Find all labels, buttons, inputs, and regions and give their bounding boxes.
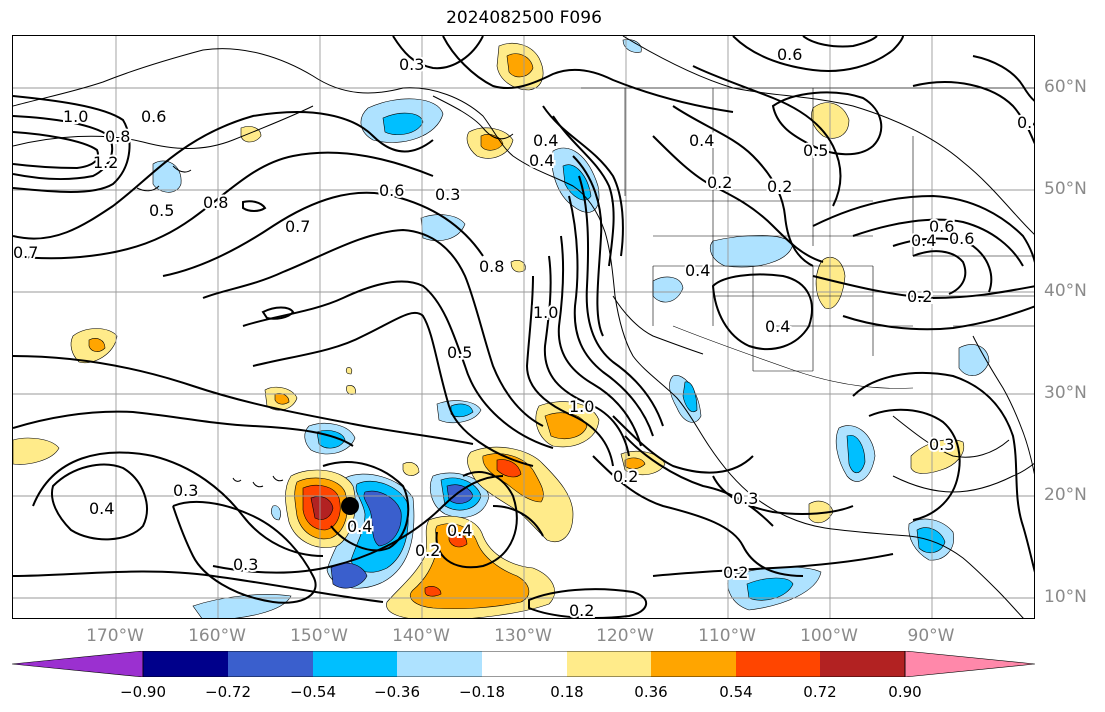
colorbar-tick: 0.72 xyxy=(803,683,837,701)
storm-center-marker xyxy=(341,497,359,515)
lat-label: 20°N xyxy=(1044,485,1087,505)
contour-label: 0.2 xyxy=(723,563,748,582)
contour-label: 0.8 xyxy=(105,127,130,146)
contour-label: 0.6 xyxy=(949,229,974,248)
colorbar-segment xyxy=(143,651,228,677)
contour-label: 0.4 xyxy=(1017,113,1035,132)
lon-label: 170°W xyxy=(86,626,144,646)
contour-label: 0.3 xyxy=(929,435,954,454)
contour-label: 0.6 xyxy=(141,107,166,126)
contour-label: 0.7 xyxy=(285,217,310,236)
lat-label: 60°N xyxy=(1044,77,1087,97)
contour-label: 0.4 xyxy=(529,151,554,170)
contour-label: 0.4 xyxy=(347,517,372,536)
colorbar-segment xyxy=(313,651,397,677)
contour-label: 0.3 xyxy=(233,555,258,574)
colorbar-segment xyxy=(651,651,736,677)
shaded-anomalies xyxy=(13,39,990,618)
colorbar-segment xyxy=(482,651,567,677)
lon-label: 150°W xyxy=(290,626,348,646)
lat-label: 10°N xyxy=(1044,587,1087,607)
contour-label: 1.0 xyxy=(533,303,558,322)
colorbar-extend-max xyxy=(904,651,1035,677)
contour-label: 0.5 xyxy=(447,343,472,362)
contour-label: 0.3 xyxy=(435,185,460,204)
colorbar-segment xyxy=(397,651,482,677)
contour-label: 0.4 xyxy=(89,499,114,518)
contour-labels: 0.3 0.6 1.0 0.8 1.2 0.6 0.5 0.8 0.7 0.6 … xyxy=(13,43,1035,619)
colorbar-tick: −0.54 xyxy=(290,683,336,701)
contour-label: 1.0 xyxy=(569,397,594,416)
contour-label: 0.6 xyxy=(379,181,404,200)
contour-lines xyxy=(13,36,1034,618)
lon-label: 160°W xyxy=(188,626,246,646)
colorbar-tick: −0.18 xyxy=(459,683,505,701)
colorbar-tick: −0.36 xyxy=(374,683,420,701)
contour-label: 0.2 xyxy=(767,177,792,196)
coastlines xyxy=(13,36,1034,618)
colorbar-extend-min xyxy=(12,651,144,677)
contour-label: 1.2 xyxy=(93,153,118,172)
contour-label: 0.6 xyxy=(777,45,802,64)
lon-label: 110°W xyxy=(698,626,756,646)
contour-label: 0.4 xyxy=(689,131,714,150)
colorbar-segment xyxy=(228,651,313,677)
contour-label: 0.3 xyxy=(173,481,198,500)
contour-label: 0.2 xyxy=(415,541,440,560)
lon-label: 130°W xyxy=(494,626,552,646)
contour-label: 0.3 xyxy=(733,489,758,508)
lat-label: 30°N xyxy=(1044,383,1087,403)
lon-label: 90°W xyxy=(907,626,955,646)
contour-label: 0.4 xyxy=(685,261,710,280)
colorbar-tick: −0.72 xyxy=(205,683,251,701)
lon-label: 100°W xyxy=(800,626,858,646)
lat-label: 50°N xyxy=(1044,179,1087,199)
colorbar-tick: −0.90 xyxy=(120,683,166,701)
contour-label: 1.0 xyxy=(63,107,88,126)
lat-label: 40°N xyxy=(1044,281,1087,301)
colorbar-segment xyxy=(820,651,905,677)
colorbar-tick: 0.18 xyxy=(550,683,584,701)
contour-label: 0.8 xyxy=(203,193,228,212)
lon-label: 120°W xyxy=(596,626,654,646)
lon-label: 140°W xyxy=(392,626,450,646)
colorbar-segment xyxy=(567,651,651,677)
contour-label: 0.8 xyxy=(479,257,504,276)
contour-label: 0.4 xyxy=(447,521,472,540)
map-title: 2024082500 F096 xyxy=(446,8,602,28)
map-canvas: 0.3 0.6 1.0 0.8 1.2 0.6 0.5 0.8 0.7 0.6 … xyxy=(13,36,1035,619)
colorbar-tick: 0.90 xyxy=(888,683,922,701)
colorbar xyxy=(12,651,1035,677)
contour-label: 0.5 xyxy=(803,141,828,160)
contour-label: 0.4 xyxy=(765,317,790,336)
contour-label: 0.7 xyxy=(13,243,38,262)
contour-label: 0.5 xyxy=(149,201,174,220)
contour-label: 0.2 xyxy=(613,467,638,486)
colorbar-segment xyxy=(736,651,820,677)
colorbar-tick: 0.54 xyxy=(719,683,753,701)
contour-label: 0.4 xyxy=(533,131,558,150)
contour-label: 0.3 xyxy=(399,55,424,74)
contour-label: 0.4 xyxy=(911,231,936,250)
contour-label: 0.2 xyxy=(569,601,594,619)
contour-label: 0.6 xyxy=(929,217,954,236)
colorbar-tick: 0.36 xyxy=(634,683,668,701)
map-panel: 0.3 0.6 1.0 0.8 1.2 0.6 0.5 0.8 0.7 0.6 … xyxy=(12,35,1035,619)
contour-label: 0.2 xyxy=(907,287,932,306)
contour-label: 0.2 xyxy=(707,173,732,192)
